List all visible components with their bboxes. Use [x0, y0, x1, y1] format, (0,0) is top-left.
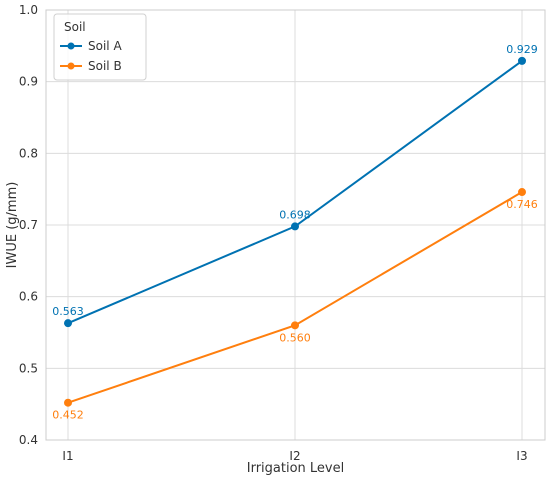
x-axis-label: Irrigation Level: [247, 461, 344, 476]
data-point: [64, 319, 72, 328]
y-tick-label: 0.5: [19, 361, 38, 375]
data-label: 0.560: [279, 331, 311, 344]
legend-label: Soil A: [88, 39, 122, 53]
plot-frame: [45, 9, 546, 441]
data-point: [291, 222, 299, 231]
series-soil-a: 0.563 0.698 0.929: [52, 43, 538, 328]
legend-box: [53, 13, 147, 81]
x-axis-ticks: I1 I2 I3: [62, 449, 527, 463]
legend-item: Soil A: [60, 39, 122, 53]
data-point: [518, 188, 526, 197]
data-point: [518, 56, 526, 65]
data-label: 0.452: [52, 409, 84, 422]
legend-swatch-marker: [67, 42, 75, 50]
x-tick-label: I1: [62, 449, 73, 463]
y-tick-label: 0.6: [19, 290, 38, 304]
data-label: 0.698: [279, 208, 311, 221]
legend: Soil Soil A Soil B: [53, 13, 147, 81]
data-label: 0.929: [506, 43, 538, 56]
data-label: 0.746: [506, 198, 538, 211]
x-tick-label: I3: [516, 449, 527, 463]
series-soil-b: 0.452 0.560 0.746: [52, 188, 538, 422]
data-label: 0.563: [52, 305, 84, 318]
series-layer: 0.563 0.698 0.929 0.452 0.560 0.746: [52, 43, 538, 422]
legend-item: Soil B: [60, 59, 122, 73]
y-tick-label: 0.9: [19, 75, 38, 89]
legend-label: Soil B: [88, 59, 122, 73]
x-tick-label: I2: [289, 449, 300, 463]
y-tick-label: 0.4: [19, 433, 38, 447]
data-point: [64, 398, 72, 407]
legend-swatch-marker: [67, 62, 75, 70]
legend-title: Soil: [64, 20, 86, 34]
data-point: [291, 321, 299, 330]
y-tick-label: 0.8: [19, 146, 38, 160]
y-axis-label: IWUE (g/mm): [5, 182, 20, 269]
y-axis-ticks: 0.4 0.5 0.6 0.7 0.8 0.9 1.0: [19, 3, 38, 447]
legend-items: Soil A Soil B: [60, 39, 122, 73]
y-tick-label: 0.7: [19, 218, 38, 232]
y-tick-label: 1.0: [19, 3, 38, 17]
